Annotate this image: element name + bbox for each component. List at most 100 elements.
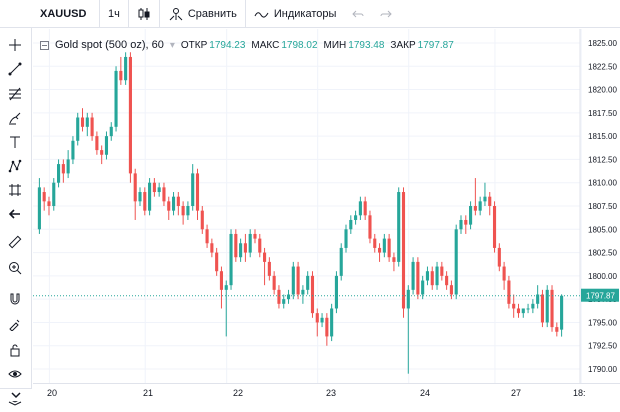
close-value: 1797.87 xyxy=(417,39,454,51)
last-price-tag xyxy=(581,288,619,302)
low-value: 1793.48 xyxy=(348,39,385,51)
candle-body xyxy=(368,215,372,239)
candle-body xyxy=(162,187,166,202)
eye-icon[interactable] xyxy=(4,363,26,385)
candle-body xyxy=(61,164,65,174)
y-tick-label: 1820.00 xyxy=(588,86,617,95)
collapse-legend-icon[interactable] xyxy=(40,40,49,50)
candle-body xyxy=(224,285,228,290)
y-tick-label: 1805.00 xyxy=(588,225,617,234)
x-tick-label: 23 xyxy=(326,388,336,398)
series-menu-icon[interactable]: ▾ xyxy=(169,39,175,51)
y-tick-label: 1800.00 xyxy=(588,272,617,281)
candle-body xyxy=(219,271,224,290)
y-tick-label: 1815.00 xyxy=(588,132,617,141)
ruler-icon[interactable] xyxy=(4,231,26,253)
candle-body xyxy=(42,192,46,202)
chevron-down-icon xyxy=(11,392,21,399)
lock-drawings-icon[interactable] xyxy=(4,313,26,335)
candle-body xyxy=(90,117,94,137)
candle-body xyxy=(320,317,324,323)
fib-icon[interactable] xyxy=(4,83,26,105)
candle-body xyxy=(536,294,540,304)
unlock-icon[interactable] xyxy=(4,339,26,361)
interval-label: 1ч xyxy=(108,7,120,20)
compare-button[interactable]: Сравнить xyxy=(160,0,246,28)
candle-body xyxy=(286,294,291,300)
x-tick-label: 20 xyxy=(47,388,57,398)
prediction-icon[interactable] xyxy=(4,179,26,201)
candle-body xyxy=(109,126,113,137)
symbol-search[interactable]: XAUUSD xyxy=(0,0,100,28)
redo-icon xyxy=(380,10,393,17)
redo-button[interactable] xyxy=(372,0,400,28)
candle-body xyxy=(478,201,482,211)
price-chart[interactable]: 1825.00 1822.50 1820.00 1817.50 1815.00 1812.… xyxy=(33,29,620,383)
low-label: МИН xyxy=(323,39,347,51)
candle-body xyxy=(354,215,358,220)
magnet-icon[interactable] xyxy=(4,288,26,310)
candle-body xyxy=(229,233,233,286)
candle-body xyxy=(181,206,185,216)
y-tick-label: 1790.00 xyxy=(588,365,617,374)
back-arrow-icon[interactable] xyxy=(4,203,26,225)
candle-body xyxy=(37,187,41,230)
candle-body xyxy=(119,70,123,81)
chart-pane[interactable]: 1825.00 1822.50 1820.00 1817.50 1815.00 1812.… xyxy=(33,29,620,383)
candle-body xyxy=(114,70,118,127)
candle-body xyxy=(195,173,200,211)
candle-body xyxy=(502,266,506,281)
candle-body xyxy=(469,206,473,225)
candle-body xyxy=(392,257,396,262)
compare-label: Сравнить xyxy=(187,7,237,20)
y-tick-label: 1817.50 xyxy=(588,109,617,118)
candle-body xyxy=(234,233,238,258)
last-price-label: 1797.87 xyxy=(586,292,615,301)
interval-button[interactable]: 1ч xyxy=(100,0,129,28)
candle-body xyxy=(425,271,430,281)
candle-body xyxy=(397,192,401,262)
open-label: ОТКР xyxy=(180,39,208,51)
candle-body xyxy=(57,164,61,183)
candle-body xyxy=(291,266,295,295)
zoom-in-icon[interactable] xyxy=(4,257,26,279)
y-tick-label: 1825.00 xyxy=(588,39,617,48)
candle-body xyxy=(512,303,516,309)
candle-body xyxy=(555,327,559,332)
candle-body xyxy=(449,285,453,295)
pattern-icon[interactable] xyxy=(4,155,26,177)
brush-icon[interactable] xyxy=(4,107,26,129)
candle-body xyxy=(104,136,109,155)
undo-button[interactable] xyxy=(344,0,372,28)
candle-body xyxy=(186,206,190,216)
candle-body xyxy=(243,243,247,253)
candle-body xyxy=(421,280,425,295)
chart-style-button[interactable] xyxy=(129,0,160,28)
toolbar-collapse-button[interactable] xyxy=(0,388,32,401)
candle-body xyxy=(459,219,463,230)
cursor-cross-icon[interactable] xyxy=(4,34,26,56)
y-tick-label: 1795.00 xyxy=(588,318,617,327)
candle-body xyxy=(133,173,137,202)
trend-line-icon[interactable] xyxy=(4,58,26,80)
time-axis[interactable]: 20 21 22 23 24 27 18: xyxy=(33,383,620,401)
candle-body xyxy=(205,229,209,244)
candle-body xyxy=(128,56,132,174)
y-tick-label: 1812.50 xyxy=(588,155,617,164)
candle-body xyxy=(76,117,80,141)
candle-body xyxy=(52,182,56,206)
series-title[interactable]: Gold spot (500 oz), 60 xyxy=(55,39,164,51)
y-tick-label: 1822.50 xyxy=(588,62,617,71)
candle-body xyxy=(80,117,85,127)
y-tick-label: 1792.50 xyxy=(588,342,617,351)
high-value: 1798.02 xyxy=(281,39,318,51)
x-tick-label: 21 xyxy=(143,388,153,398)
candle-body xyxy=(191,173,195,206)
candle-body xyxy=(138,192,142,202)
candle-body xyxy=(382,238,386,253)
indicators-button[interactable]: Индикаторы xyxy=(246,0,345,28)
candle-body xyxy=(95,136,99,151)
high-label: МАКС xyxy=(251,39,280,51)
text-icon[interactable] xyxy=(4,131,26,153)
candle-body xyxy=(507,280,511,304)
